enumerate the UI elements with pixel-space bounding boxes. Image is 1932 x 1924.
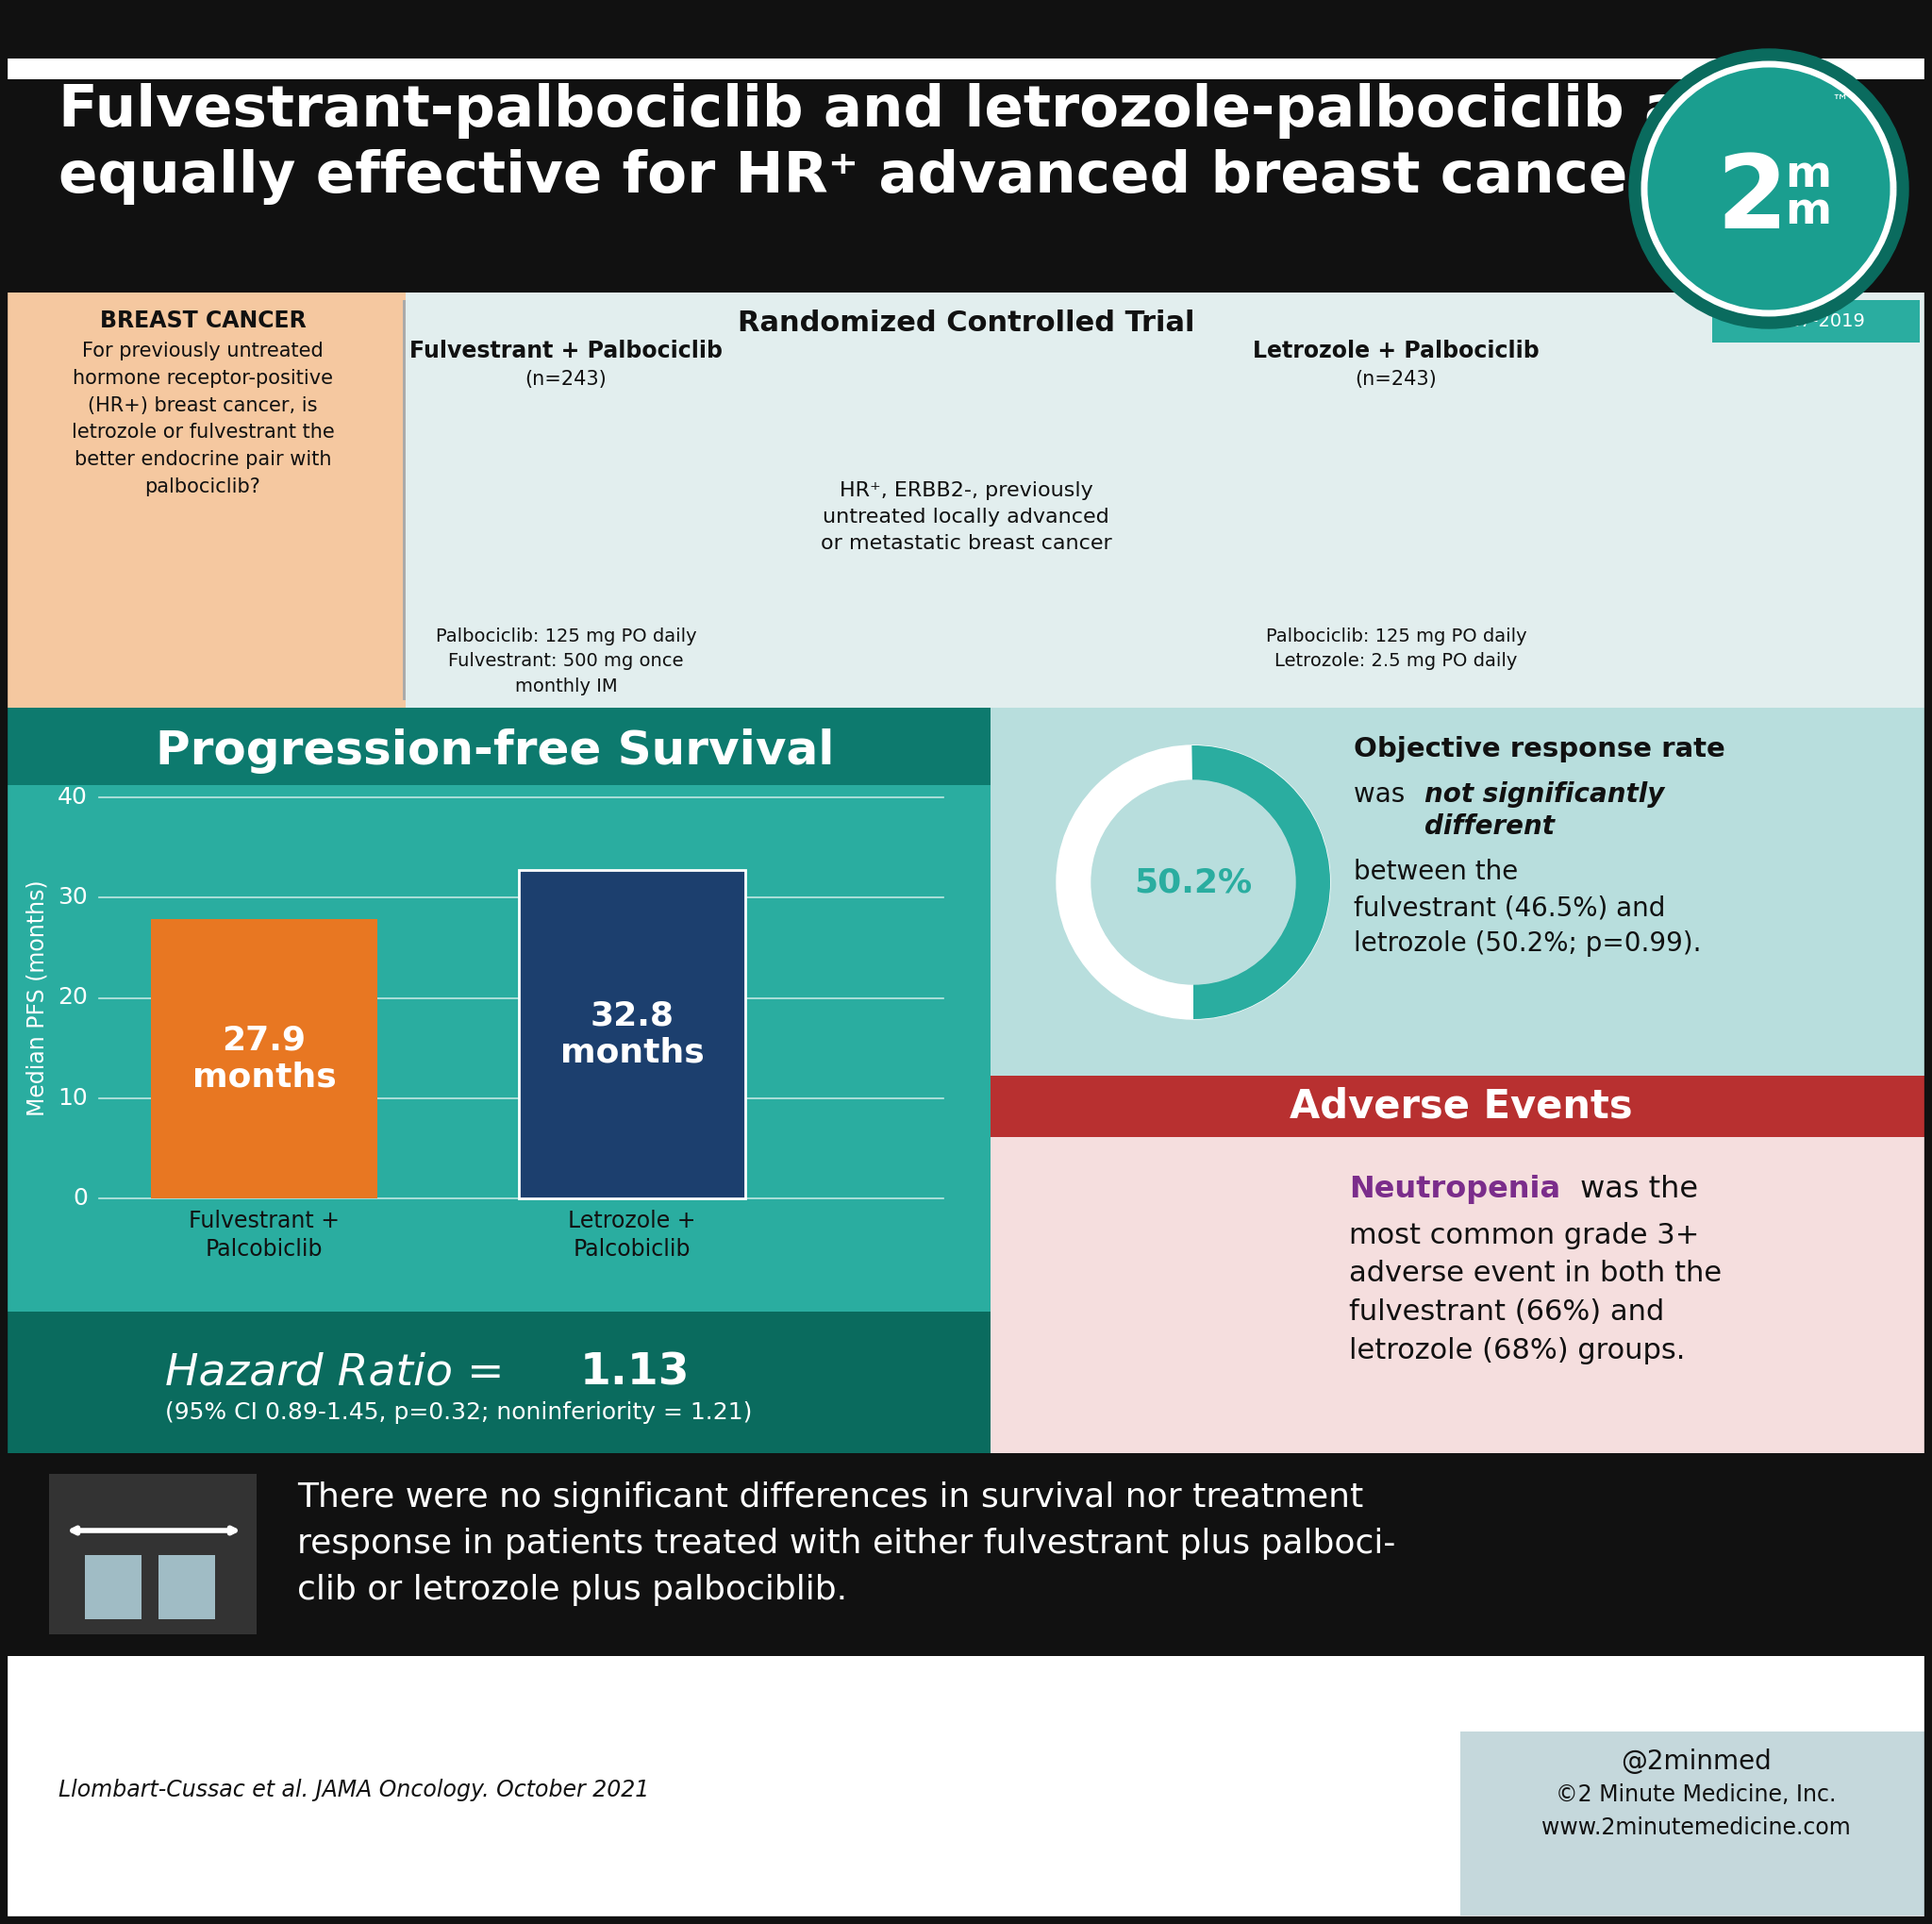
Text: There were no significant differences in survival nor treatment
response in pati: There were no significant differences in… bbox=[298, 1481, 1395, 1607]
Bar bbox=[0, 292, 1932, 708]
Text: Letrozole +
Palcobiclib: Letrozole + Palcobiclib bbox=[568, 1210, 696, 1260]
Text: Palbociclib: 125 mg PO daily
Letrozole: 2.5 mg PO daily: Palbociclib: 125 mg PO daily Letrozole: … bbox=[1265, 627, 1526, 670]
Text: 50.2%: 50.2% bbox=[1134, 866, 1252, 899]
Text: 27.9
months: 27.9 months bbox=[191, 1024, 336, 1093]
Bar bbox=[0, 1657, 1932, 1924]
Text: (n=243): (n=243) bbox=[1354, 369, 1437, 389]
Circle shape bbox=[1629, 50, 1909, 329]
Bar bbox=[151, 918, 377, 1199]
Bar bbox=[48, 1474, 257, 1633]
Bar bbox=[402, 300, 406, 700]
Text: 40: 40 bbox=[58, 787, 87, 808]
Bar bbox=[158, 1555, 214, 1620]
Text: ™: ™ bbox=[1832, 94, 1849, 110]
Text: was the: was the bbox=[1571, 1176, 1698, 1204]
Bar bbox=[0, 708, 991, 785]
Text: Objective response rate: Objective response rate bbox=[1354, 737, 1725, 762]
Bar bbox=[991, 708, 1932, 1076]
Bar bbox=[991, 1137, 1932, 1453]
Text: Neutropenia: Neutropenia bbox=[1349, 1176, 1561, 1204]
Text: www.2minutemedicine.com: www.2minutemedicine.com bbox=[1542, 1816, 1851, 1839]
Text: most common grade 3+
adverse event in both the
fulvestrant (66%) and
letrozole (: most common grade 3+ adverse event in bo… bbox=[1349, 1222, 1721, 1364]
Text: (n=243): (n=243) bbox=[526, 369, 607, 389]
Text: letrozole (50.2%; p=0.99).: letrozole (50.2%; p=0.99). bbox=[1354, 931, 1702, 956]
Text: 32.8
months: 32.8 months bbox=[560, 999, 703, 1068]
Text: Progression-free Survival: Progression-free Survival bbox=[156, 729, 835, 773]
Text: Llombart-Cussac et al. JAMA Oncology. October 2021: Llombart-Cussac et al. JAMA Oncology. Oc… bbox=[58, 1778, 649, 1801]
Bar bbox=[1712, 300, 1920, 342]
Bar bbox=[520, 870, 746, 1199]
Text: m
m: m m bbox=[1785, 154, 1832, 233]
Text: 2017-2019: 2017-2019 bbox=[1766, 312, 1866, 329]
Bar bbox=[0, 708, 991, 1453]
Circle shape bbox=[1644, 63, 1893, 314]
Wedge shape bbox=[1057, 745, 1194, 1020]
Text: not significantly
different: not significantly different bbox=[1424, 781, 1665, 839]
Bar bbox=[0, 292, 406, 708]
Text: fulvestrant (46.5%) and: fulvestrant (46.5%) and bbox=[1354, 895, 1665, 922]
Bar bbox=[0, 0, 1932, 292]
Text: 2: 2 bbox=[1716, 150, 1787, 250]
Text: 0: 0 bbox=[73, 1187, 87, 1210]
Text: Randomized Controlled Trial: Randomized Controlled Trial bbox=[738, 310, 1194, 337]
Circle shape bbox=[1057, 745, 1329, 1020]
Bar bbox=[0, 58, 1932, 79]
Text: equally effective for HR⁺ advanced breast cancer: equally effective for HR⁺ advanced breas… bbox=[58, 148, 1656, 204]
Text: For previously untreated
hormone receptor-positive
(HR+) breast cancer, is
letro: For previously untreated hormone recepto… bbox=[71, 342, 334, 496]
Text: 10: 10 bbox=[58, 1087, 87, 1110]
Text: BREAST CANCER: BREAST CANCER bbox=[100, 310, 305, 333]
Bar bbox=[1461, 1732, 1932, 1916]
Text: was: was bbox=[1354, 781, 1414, 808]
Bar bbox=[0, 1453, 1932, 1657]
Text: Palbociclib: 125 mg PO daily
Fulvestrant: 500 mg once
monthly IM: Palbociclib: 125 mg PO daily Fulvestrant… bbox=[435, 627, 697, 695]
Wedge shape bbox=[1192, 745, 1329, 1020]
Text: 1.13: 1.13 bbox=[580, 1351, 690, 1393]
Text: @2minmed: @2minmed bbox=[1621, 1749, 1772, 1776]
Text: 20: 20 bbox=[58, 987, 87, 1010]
Text: Adverse Events: Adverse Events bbox=[1291, 1087, 1633, 1126]
Bar bbox=[0, 1312, 991, 1453]
Text: (95% CI 0.89-1.45, p=0.32; noninferiority = 1.21): (95% CI 0.89-1.45, p=0.32; noninferiorit… bbox=[164, 1401, 752, 1424]
Text: 30: 30 bbox=[58, 887, 87, 908]
Text: between the: between the bbox=[1354, 858, 1519, 885]
Text: Fulvestrant +
Palcobiclib: Fulvestrant + Palcobiclib bbox=[189, 1210, 340, 1260]
Text: HR⁺, ERBB2-, previously
untreated locally advanced
or metastatic breast cancer: HR⁺, ERBB2-, previously untreated locall… bbox=[821, 481, 1111, 552]
Bar bbox=[85, 1555, 141, 1620]
Circle shape bbox=[1092, 781, 1294, 985]
Text: Hazard Ratio =: Hazard Ratio = bbox=[164, 1351, 518, 1393]
Text: Fulvestrant + Palbociclib: Fulvestrant + Palbociclib bbox=[410, 341, 723, 362]
Text: Letrozole + Palbociclib: Letrozole + Palbociclib bbox=[1252, 341, 1540, 362]
Text: ©2 Minute Medicine, Inc.: ©2 Minute Medicine, Inc. bbox=[1555, 1784, 1837, 1807]
Text: Median PFS (months): Median PFS (months) bbox=[27, 879, 48, 1116]
Bar bbox=[991, 1076, 1932, 1137]
Text: Fulvestrant-palbociclib and letrozole-palbociclib are: Fulvestrant-palbociclib and letrozole-pa… bbox=[58, 83, 1750, 139]
